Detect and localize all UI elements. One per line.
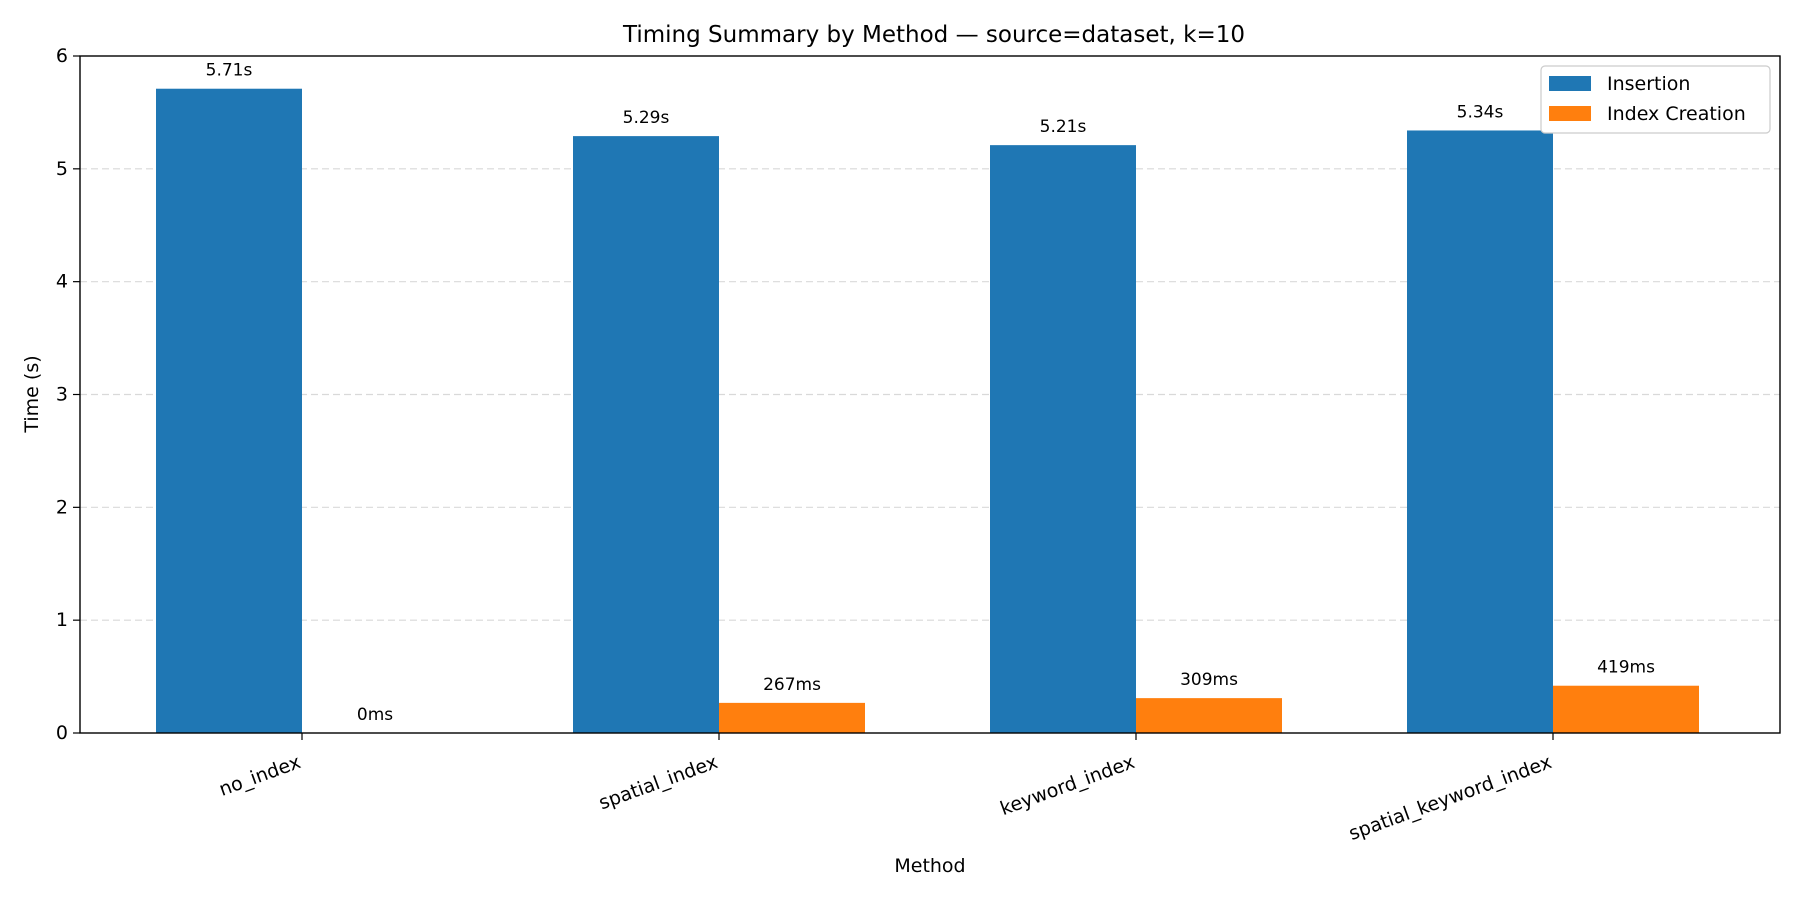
y-tick-label: 6 (56, 45, 68, 67)
bars (156, 88, 1699, 734)
legend-label: Insertion (1607, 73, 1690, 95)
bar-insertion-keyword-index (990, 145, 1136, 734)
data-label: 5.21s (1040, 117, 1087, 137)
data-label: 5.34s (1457, 102, 1504, 122)
data-label: 0ms (357, 705, 393, 725)
legend-swatch-insertion (1549, 76, 1591, 91)
y-axis-ticks: 0 1 2 3 4 5 6 (56, 45, 80, 744)
data-label: 309ms (1180, 670, 1238, 690)
data-label: 5.71s (206, 61, 253, 81)
bar-insertion-no-index (156, 88, 302, 733)
y-tick-label: 0 (56, 722, 68, 744)
legend-label: Index Creation (1607, 103, 1746, 125)
y-tick-label: 5 (56, 158, 68, 180)
bar-index-creation-keyword-index (1136, 698, 1282, 733)
bar-insertion-spatial-keyword-index (1407, 130, 1553, 734)
gridlines (80, 168, 1780, 621)
bar-index-creation-spatial-index (719, 702, 865, 733)
legend-box (1540, 65, 1771, 134)
y-tick-label: 2 (56, 496, 68, 518)
y-axis-label: Time (s) (21, 355, 43, 433)
legend: Insertion Index Creation (1540, 65, 1771, 134)
bar-index-creation-spatial-keyword-index (1553, 685, 1699, 733)
bar-insertion-spatial-index (573, 136, 719, 733)
x-axis-label: Method (894, 855, 965, 877)
data-label: 419ms (1597, 658, 1655, 678)
y-tick-label: 3 (56, 384, 68, 406)
chart-title: Timing Summary by Method — source=datase… (622, 22, 1245, 48)
legend-swatch-index-creation (1549, 106, 1591, 121)
data-label: 267ms (763, 675, 821, 695)
data-labels: 5.71s 0ms 5.29s 267ms 5.21s 309ms 5.34s 419ms (206, 61, 1655, 725)
y-tick-label: 4 (56, 271, 68, 293)
data-label: 5.29s (623, 108, 670, 128)
y-tick-label: 1 (56, 609, 68, 631)
